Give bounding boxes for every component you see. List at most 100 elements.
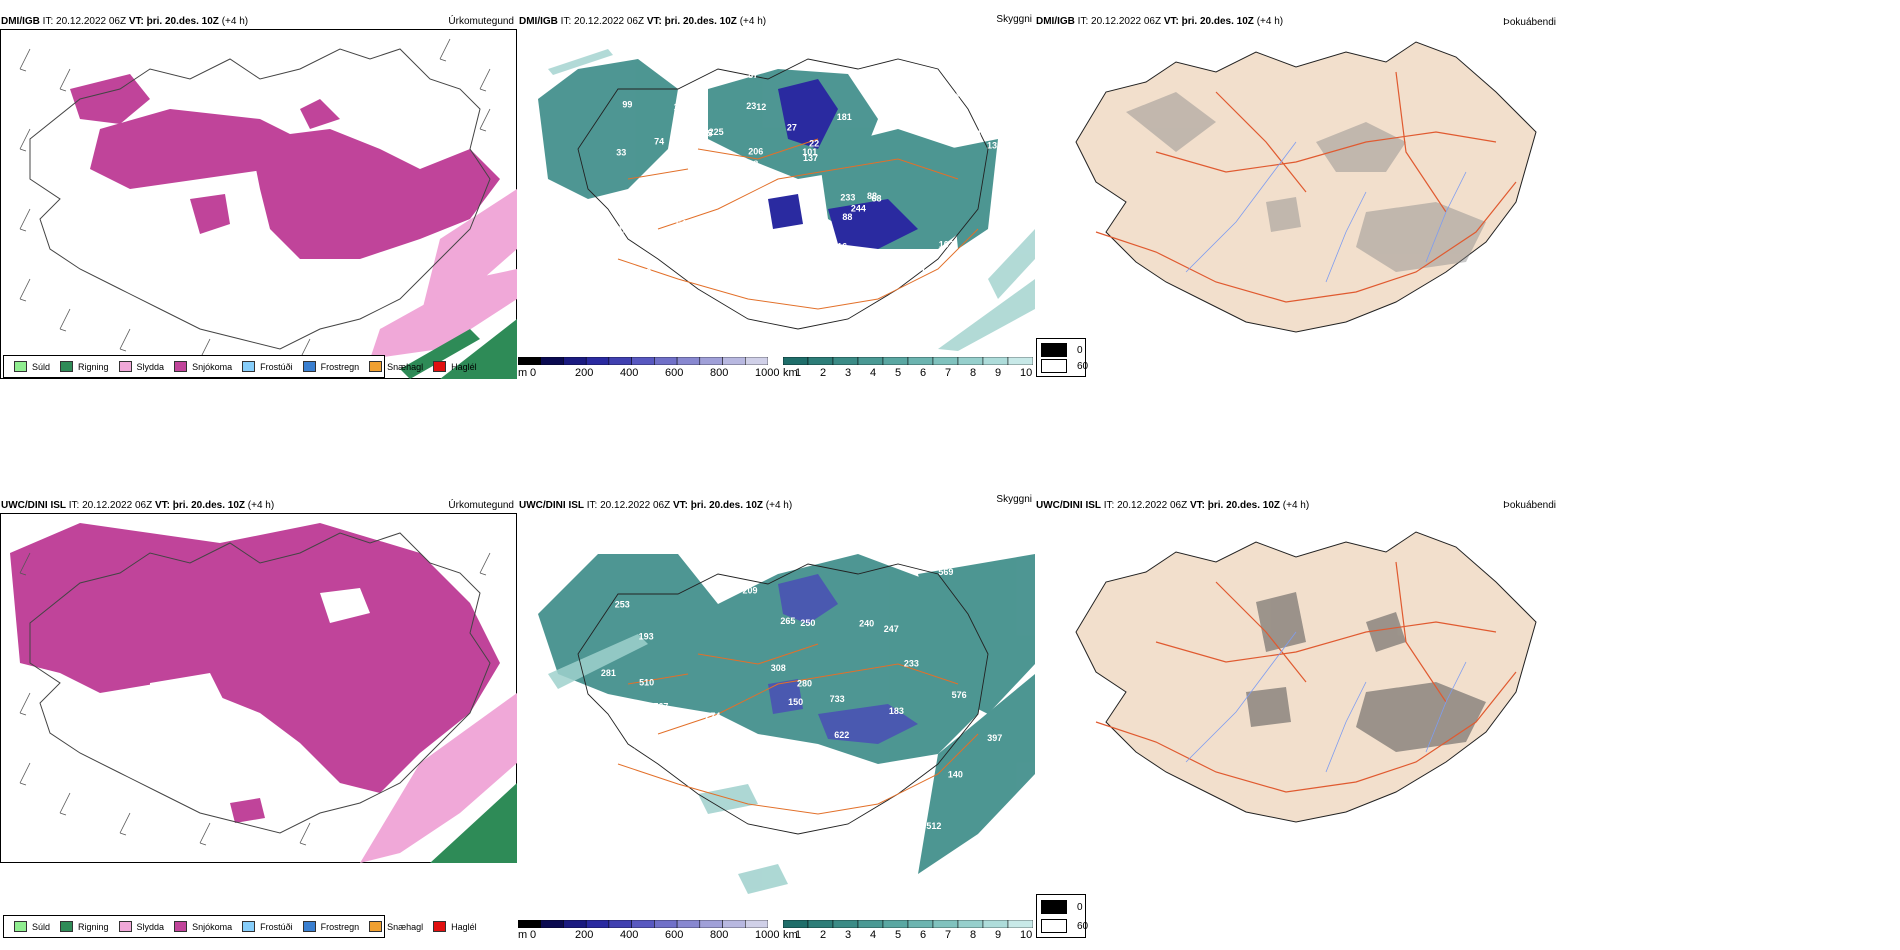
cloudbase-label: 250 <box>800 618 815 628</box>
colorbar-tick: 0 <box>530 367 537 379</box>
legend-item: Frostúði <box>242 361 293 372</box>
colorbar-unit: km <box>783 367 798 379</box>
coastline <box>577 563 989 835</box>
cloudbase-label: 91 <box>865 79 875 89</box>
cloudbase-label: 281 <box>601 668 616 678</box>
legend-label: Frostúði <box>260 361 293 372</box>
legend-label: Súld <box>32 921 51 932</box>
colorbar-cell <box>857 920 884 928</box>
lead-time: (+4 h) <box>739 16 767 27</box>
cloudbase-label: 87 <box>748 70 758 80</box>
it-prefix: IT: <box>68 500 80 511</box>
fog-swatch-black <box>1041 900 1067 914</box>
legend-item: Frostúði <box>242 921 293 932</box>
rivers <box>1185 631 1467 773</box>
legend-swatch <box>242 921 256 932</box>
cloudbase-label: 185 <box>783 233 798 243</box>
fog-map-bottom <box>1075 531 1537 823</box>
roads <box>617 138 979 310</box>
cloudbase-label: 126 <box>724 761 739 771</box>
legend-item: Frostregn <box>302 921 360 932</box>
cloudbase-label: 178 <box>604 268 619 278</box>
roads <box>1095 561 1517 793</box>
legend-label: Slydda <box>136 361 165 372</box>
colorbar-cell <box>518 357 541 365</box>
colorbar-tick: 4 <box>870 929 877 941</box>
colorbar-tick: 10 <box>1020 367 1033 379</box>
colorbar-cell <box>722 920 746 928</box>
iceland-land <box>1075 41 1537 333</box>
visibility-map-top: 268 33 314 142 181 789 23 27 159 225 160 20 12 22 68 99… <box>538 49 1035 351</box>
legend-item: Rigning <box>60 921 109 932</box>
colorbar-cell <box>907 357 934 365</box>
panel-title: UWC/DINI ISL IT: 20.12.2022 06Z VT: þri.… <box>519 500 792 512</box>
legend-item: Slydda <box>118 921 164 932</box>
colorbar-unit: km <box>783 929 798 941</box>
cloudbase-label: 510 <box>639 678 654 688</box>
colorbar-tick: 3 <box>845 929 852 941</box>
colorbar-cell <box>832 920 859 928</box>
cloudbase-label: 101 <box>802 147 817 157</box>
visibility-colorbar-bottom <box>783 920 1033 928</box>
cloudbase-label: 195 <box>660 233 675 243</box>
legend-label: Frostúði <box>260 921 293 932</box>
cloudbase-label: 155 <box>697 129 712 139</box>
cloudbase-label: 576 <box>952 690 967 700</box>
cloudbase-label: 137 <box>803 153 818 163</box>
cloudbase-label: 27 <box>787 123 797 133</box>
colorbar-cell <box>745 357 768 365</box>
colorbar-tick: 3 <box>845 367 852 379</box>
legend-label: Snæhagl <box>387 361 424 372</box>
colorbar-tick: 2 <box>820 367 827 379</box>
colorbar-cell <box>783 920 809 928</box>
panel-title: DMI/IGB IT: 20.12.2022 06Z VT: þri. 20.d… <box>519 16 766 28</box>
colorbar-tick: 0 <box>530 929 537 941</box>
cloudbase-label: 627 <box>677 710 692 720</box>
cloudbase-label: 216 <box>832 241 847 251</box>
cloudbase-label: 265 <box>780 616 795 626</box>
cloudbase-label: 85 <box>766 61 776 71</box>
wind-barbs <box>19 38 491 362</box>
fog-swatch-white <box>1041 359 1067 373</box>
init-time: 20.12.2022 06Z <box>600 500 671 511</box>
cloudbase-label: 314 <box>950 92 965 102</box>
cloudbase-label: 198 <box>743 159 758 169</box>
field-name: Úrkomutegund <box>448 500 514 511</box>
colorbar-cell <box>882 920 909 928</box>
valid-time: þri. 20.des. 10Z <box>172 500 246 511</box>
colorbar-tick: 800 <box>710 929 729 941</box>
colorbar-cell <box>932 357 959 365</box>
legend-item: Snjókoma <box>174 361 232 372</box>
precip-map-bottom <box>0 513 517 863</box>
colorbar-cell <box>882 357 909 365</box>
cloudbase-label: 512 <box>905 82 920 92</box>
colorbar-unit: m <box>518 929 528 941</box>
visibility-panel-top: DMI/IGB IT: 20.12.2022 06Z VT: þri. 20.d… <box>518 12 1036 382</box>
init-time: 20.12.2022 06Z <box>1091 16 1162 27</box>
colorbar-cell <box>699 920 723 928</box>
colorbar-cell <box>585 920 610 928</box>
vt-prefix: VT: <box>672 500 688 511</box>
cloudbase-label: 132 <box>632 792 647 802</box>
colorbar-cell <box>563 357 587 365</box>
cloudbase-label: 241 <box>601 275 616 285</box>
valid-time: þri. 20.des. 10Z <box>1181 16 1254 27</box>
streaks <box>548 634 788 894</box>
field-name: Skyggni <box>996 14 1032 25</box>
iceland-land <box>1075 531 1537 823</box>
cloudbase-label: 88 <box>867 191 877 201</box>
fog-legend-top: 0 60 <box>1036 338 1089 377</box>
precip-panel-top: DMI/IGB IT: 20.12.2022 06Z VT: þri. 20.d… <box>0 12 518 380</box>
model-name: UWC/DINI ISL <box>519 500 584 511</box>
legend-item: Slydda <box>118 361 165 372</box>
cloudbase-label: 274 <box>705 711 720 721</box>
colorbar-cell <box>563 920 587 928</box>
fog-legend-label: 0 <box>1077 901 1083 913</box>
valid-time: þri. 20.des. 10Z <box>1207 500 1281 511</box>
cloudbase-label: 733 <box>830 694 845 704</box>
cloudbase-label: 268 <box>944 263 959 273</box>
fog-legend-label: 60 <box>1077 360 1089 372</box>
rain-area <box>430 783 517 863</box>
legend-label: Frostregn <box>320 921 360 932</box>
cloudbase-label: 68 <box>872 194 882 204</box>
